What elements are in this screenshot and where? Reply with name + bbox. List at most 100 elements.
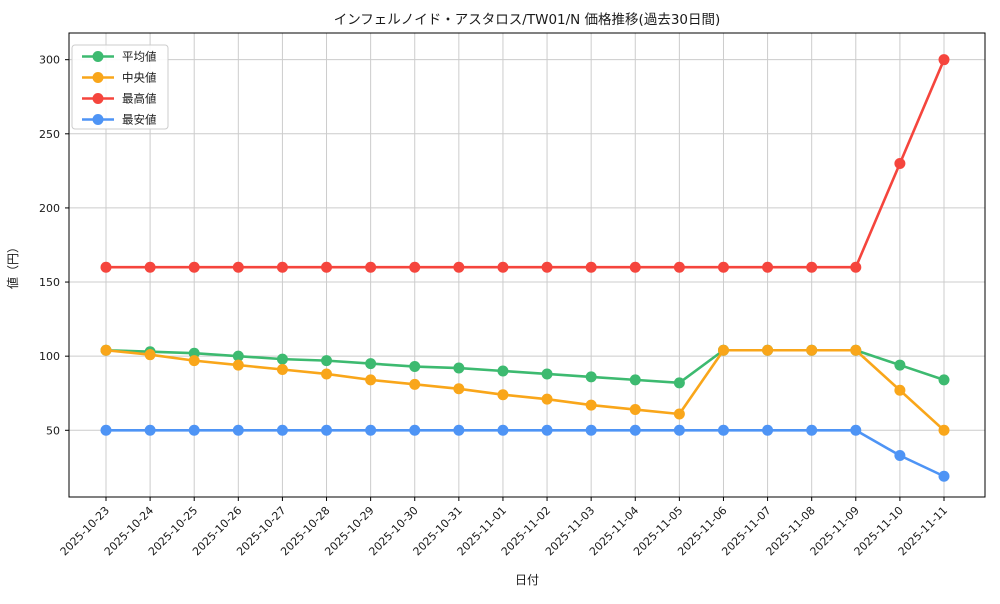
series-point-max-14 bbox=[717, 261, 729, 273]
y-tick-label-250: 250 bbox=[39, 128, 60, 141]
series-point-min-16 bbox=[806, 424, 818, 436]
y-tick-labels: 50 100 150 200 250 300 bbox=[39, 54, 60, 438]
series-point-min-14 bbox=[717, 424, 729, 436]
series-point-min-5 bbox=[321, 424, 333, 436]
series-point-min-2 bbox=[188, 424, 200, 436]
series-point-median-16 bbox=[806, 344, 818, 356]
series-point-max-8 bbox=[453, 261, 465, 273]
series-point-min-6 bbox=[365, 424, 377, 436]
series-point-max-4 bbox=[276, 261, 288, 273]
series-point-median-18 bbox=[894, 384, 906, 396]
y-axis-label: 値（円） bbox=[5, 241, 20, 289]
series-point-average-8 bbox=[453, 362, 465, 374]
legend-marker-average bbox=[92, 51, 104, 62]
series-point-min-15 bbox=[762, 424, 774, 436]
legend-item-average: 平均値 bbox=[82, 50, 157, 64]
series-point-min-8 bbox=[453, 424, 465, 436]
y-tick-label-100: 100 bbox=[39, 350, 60, 363]
series-point-max-2 bbox=[188, 261, 200, 273]
legend-marker-min bbox=[92, 114, 104, 125]
series-point-median-19 bbox=[938, 424, 950, 436]
series-point-average-9 bbox=[497, 365, 509, 377]
series-point-max-19 bbox=[938, 54, 950, 66]
series-point-median-12 bbox=[629, 404, 641, 416]
series-point-min-11 bbox=[585, 424, 597, 436]
series-point-median-10 bbox=[541, 393, 553, 405]
series-point-max-3 bbox=[232, 261, 244, 273]
series-point-median-14 bbox=[717, 344, 729, 356]
series-point-average-10 bbox=[541, 368, 553, 380]
series-point-min-7 bbox=[409, 424, 421, 436]
series-point-min-10 bbox=[541, 424, 553, 436]
series-point-min-17 bbox=[850, 424, 862, 436]
series-point-median-2 bbox=[188, 355, 200, 367]
series-point-average-18 bbox=[894, 359, 906, 371]
series-point-min-12 bbox=[629, 424, 641, 436]
series-point-max-17 bbox=[850, 261, 862, 273]
y-tick-label-300: 300 bbox=[39, 54, 60, 67]
plot-border bbox=[68, 32, 986, 498]
series-point-min-18 bbox=[894, 449, 906, 461]
series-point-median-11 bbox=[585, 399, 597, 411]
legend-label-average: 平均値 bbox=[122, 50, 157, 64]
series-point-min-1 bbox=[144, 424, 156, 436]
series-point-average-4 bbox=[276, 353, 288, 365]
chart-title: インフェルノイド・アスタロス/TW01/N 価格推移(過去30日間) bbox=[334, 12, 721, 28]
legend-item-max: 最高値 bbox=[82, 92, 157, 106]
series-point-average-6 bbox=[365, 358, 377, 370]
series-layer bbox=[100, 54, 950, 482]
series-line-min bbox=[104, 428, 946, 478]
series-point-average-3 bbox=[232, 350, 244, 362]
series-point-median-5 bbox=[321, 368, 333, 380]
series-point-max-0 bbox=[100, 261, 112, 273]
series-line-max bbox=[104, 58, 946, 269]
series-point-median-7 bbox=[409, 378, 421, 390]
series-point-max-11 bbox=[585, 261, 597, 273]
series-point-max-5 bbox=[321, 261, 333, 273]
series-point-median-1 bbox=[144, 349, 156, 361]
series-point-max-1 bbox=[144, 261, 156, 273]
series-point-max-18 bbox=[894, 157, 906, 169]
y-tick-label-150: 150 bbox=[39, 276, 60, 289]
series-point-min-4 bbox=[276, 424, 288, 436]
series-point-median-13 bbox=[673, 408, 685, 420]
series-point-average-19 bbox=[938, 374, 950, 386]
series-point-average-11 bbox=[585, 371, 597, 383]
series-point-median-17 bbox=[850, 344, 862, 356]
series-point-median-9 bbox=[497, 389, 509, 401]
series-point-min-13 bbox=[673, 424, 685, 436]
series-point-average-7 bbox=[409, 361, 421, 373]
series-point-average-5 bbox=[321, 355, 333, 367]
legend-marker-max bbox=[92, 93, 104, 104]
series-point-median-4 bbox=[276, 364, 288, 376]
series-point-min-19 bbox=[938, 470, 950, 482]
series-point-average-12 bbox=[629, 374, 641, 386]
series-point-max-7 bbox=[409, 261, 421, 273]
series-point-min-0 bbox=[100, 424, 112, 436]
series-point-max-10 bbox=[541, 261, 553, 273]
tick-marks bbox=[65, 59, 945, 501]
series-point-max-15 bbox=[762, 261, 774, 273]
series-point-max-9 bbox=[497, 261, 509, 273]
legend-label-min: 最安値 bbox=[122, 113, 157, 127]
y-tick-label-200: 200 bbox=[39, 202, 60, 215]
series-point-max-12 bbox=[629, 261, 641, 273]
series-point-max-16 bbox=[806, 261, 818, 273]
series-line-median bbox=[104, 348, 946, 432]
legend-label-max: 最高値 bbox=[122, 92, 157, 106]
series-point-max-6 bbox=[365, 261, 377, 273]
series-point-median-8 bbox=[453, 383, 465, 395]
series-point-median-0 bbox=[100, 344, 112, 356]
series-point-median-3 bbox=[232, 359, 244, 371]
y-tick-label-50: 50 bbox=[46, 424, 60, 437]
legend-item-min: 最安値 bbox=[82, 113, 157, 127]
series-point-min-3 bbox=[232, 424, 244, 436]
x-axis-label: 日付 bbox=[515, 573, 539, 587]
series-point-median-6 bbox=[365, 374, 377, 386]
series-point-average-13 bbox=[673, 377, 685, 389]
series-point-min-9 bbox=[497, 424, 509, 436]
legend-item-median: 中央値 bbox=[82, 71, 157, 85]
